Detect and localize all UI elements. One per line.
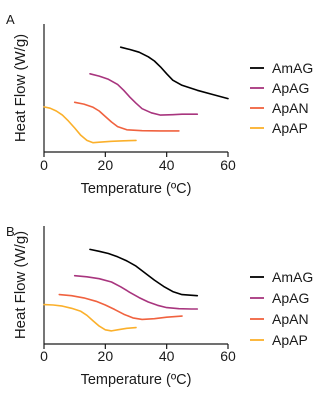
chart-panel-B: B 0 20 40 60 Temperature (ºC) Heat Flow (W/g) A… (6, 224, 313, 388)
x-tick-label: 40 (159, 348, 175, 364)
y-axis-label: Heat Flow (W/g) (12, 34, 29, 142)
x-tick-label: 0 (40, 157, 48, 173)
legend-label-amag: AmAG (272, 60, 313, 76)
legend-label-apap: ApAP (272, 332, 308, 348)
series-line-amag (119, 46, 229, 100)
series-line-amag (89, 248, 199, 297)
x-tick-label: 20 (98, 157, 114, 173)
y-axis-label: Heat Flow (W/g) (12, 231, 29, 339)
legend-label-apag: ApAG (272, 290, 309, 306)
legend: AmAG ApAG ApAN ApAP (250, 269, 313, 348)
series-line-apag (89, 73, 199, 116)
x-tick-label: 40 (159, 157, 175, 173)
legend-label-amag: AmAG (272, 269, 313, 285)
legend-label-apag: ApAG (272, 80, 309, 96)
series-line-apap (43, 106, 137, 144)
panel-label: B (6, 224, 15, 239)
chart-panel-A: A 0 20 40 60 Temperature (ºC) Heat Flow (W/g) A… (6, 12, 313, 197)
x-tick-label: 0 (40, 348, 48, 364)
legend: AmAG ApAG ApAN ApAP (250, 60, 313, 136)
series-line-apag (73, 274, 199, 310)
x-tick-label: 60 (220, 348, 236, 364)
series-line-apap (43, 303, 137, 332)
x-axis-label: Temperature (ºC) (81, 372, 192, 388)
legend-label-apap: ApAP (272, 120, 308, 136)
x-axis-label: Temperature (ºC) (81, 181, 192, 197)
legend-label-apan: ApAN (272, 100, 309, 116)
x-tick-label: 20 (98, 348, 114, 364)
panel-label: A (6, 12, 15, 27)
x-tick-label: 60 (220, 157, 236, 173)
series-line-apan (73, 101, 180, 132)
series-line-apan (58, 293, 183, 321)
legend-label-apan: ApAN (272, 311, 309, 327)
